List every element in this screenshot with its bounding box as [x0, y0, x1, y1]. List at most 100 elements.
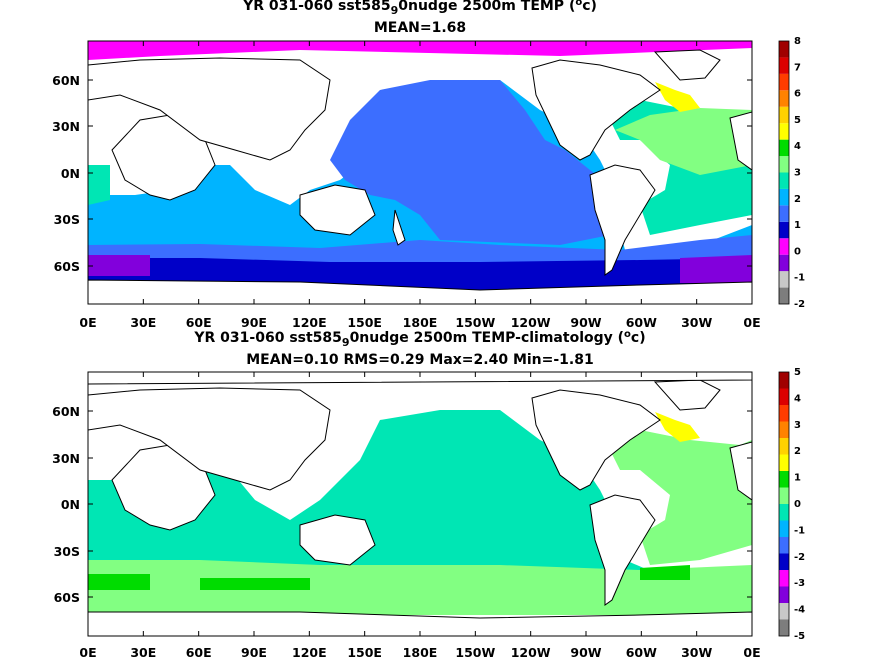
colorbar-swatch-p1	[779, 41, 789, 58]
x-tick-label-p1: 30E	[130, 315, 156, 330]
x-tick-label-p1: 150W	[455, 315, 495, 330]
panel1-map	[88, 41, 752, 304]
x-tick-label-p1: 90E	[241, 315, 267, 330]
colorbar-label-p2: -2	[794, 552, 805, 563]
x-tick-label-p2: 30E	[130, 645, 156, 660]
colorbar-swatch-p1	[779, 238, 789, 255]
colorbar-swatch-p2	[779, 471, 789, 488]
colorbar-label-p2: -3	[794, 578, 805, 589]
colorbar-label-p1: 0	[794, 246, 801, 257]
colorbar-label-p2: -1	[794, 525, 805, 536]
colorbar-swatch-p1	[779, 254, 789, 272]
colorbar-swatch-p2	[779, 405, 789, 422]
colorbar-label-p2: -5	[794, 631, 805, 642]
panel2-map	[88, 372, 752, 636]
colorbar-label-p1: 7	[794, 62, 801, 73]
colorbar-swatch-p1	[779, 271, 789, 288]
colorbar-swatch-p2	[779, 553, 789, 570]
y-tick-label-p2: 0N	[61, 497, 80, 512]
x-tick-label-p1: 180E	[403, 315, 438, 330]
x-tick-label-p1: 0E	[743, 315, 760, 330]
colorbar-swatch-p1	[779, 123, 789, 140]
colorbar-swatch-p1	[779, 90, 789, 107]
y-tick-label-p1: 30N	[52, 119, 80, 134]
colorbar-swatch-p1	[779, 205, 789, 222]
y-tick-label-p1: 30S	[54, 212, 80, 227]
x-tick-label-p1: 0E	[79, 315, 96, 330]
colorbar-swatch-p2	[779, 537, 789, 554]
x-tick-label-p2: 60W	[626, 645, 657, 660]
colorbar-swatch-p2	[779, 372, 789, 389]
y-tick-label-p2: 30N	[52, 451, 80, 466]
panel1-subtitle: MEAN=1.68	[373, 20, 467, 36]
x-tick-label-p2: 30W	[681, 645, 712, 660]
colorbar-swatch-p2	[779, 388, 789, 405]
y-tick-label-p1: 60S	[54, 259, 80, 274]
colorbar-label-p2: 5	[794, 367, 801, 378]
x-tick-label-p2: 0E	[79, 645, 96, 660]
colorbar-swatch-p2	[779, 421, 789, 438]
colorbar-swatch-p1	[779, 73, 789, 91]
x-tick-label-p1: 90W	[570, 315, 601, 330]
colorbar-swatch-p2	[779, 586, 789, 603]
colorbar-label-p1: 5	[794, 115, 801, 126]
x-tick-label-p2: 90W	[570, 645, 601, 660]
colorbar-swatch-p1	[779, 221, 789, 239]
x-tick-label-p1: 60E	[186, 315, 212, 330]
colorbar-label-p2: 4	[794, 393, 801, 404]
colorbar-label-p2: -4	[794, 605, 805, 616]
panel2-title: YR 031-060 sst58590nudge 2500m TEMP-clim…	[194, 329, 646, 349]
x-tick-label-p2: 150W	[455, 645, 495, 660]
colorbar-label-p1: 1	[794, 220, 801, 231]
colorbar-swatch-p1	[779, 57, 789, 74]
x-tick-label-p2: 150E	[347, 645, 382, 660]
colorbar-swatch-p1	[779, 172, 789, 189]
y-tick-label-p1: 0N	[61, 166, 80, 181]
x-tick-label-p2: 180E	[403, 645, 438, 660]
y-tick-label-p2: 30S	[54, 544, 80, 559]
colorbar-swatch-p1	[779, 156, 789, 173]
colorbar-label-p1: 8	[794, 36, 801, 47]
x-tick-label-p2: 120W	[511, 645, 551, 660]
colorbar-swatch-p1	[779, 139, 789, 157]
colorbar-swatch-p2	[779, 570, 789, 587]
axes-layer: 0E 30E 60E 90E 120E 150E 180E 150W 120W 90W 60W 30W…	[52, 36, 805, 660]
x-tick-label-p1: 60W	[626, 315, 657, 330]
y-tick-label-p2: 60N	[52, 404, 80, 419]
colorbar-label-p1: 3	[794, 168, 801, 179]
x-tick-label-p1: 150E	[347, 315, 382, 330]
colorbar-swatch-p2	[779, 619, 789, 636]
y-tick-label-p2: 60S	[54, 590, 80, 605]
panel2-subtitle: MEAN=0.10 RMS=0.29 Max=2.40 Min=-1.81	[246, 352, 594, 368]
colorbar-swatch-p1	[779, 287, 789, 304]
colorbar-frame-p2	[778, 371, 790, 637]
colorbar-label-p2: 0	[794, 499, 801, 510]
colorbar-swatch-p1	[779, 106, 789, 124]
x-tick-label-p1: 120E	[292, 315, 327, 330]
colorbar-label-p1: -1	[794, 273, 805, 284]
colorbar-label-p2: 3	[794, 420, 801, 431]
colorbar-swatch-p2	[779, 504, 789, 521]
colorbar-swatch-p1	[779, 188, 789, 206]
colorbar-swatch-p2	[779, 454, 789, 471]
x-tick-label-p2: 0E	[743, 645, 760, 660]
colorbar-label-p1: 4	[794, 141, 801, 152]
y-tick-label-p1: 60N	[52, 73, 80, 88]
x-tick-label-p2: 60E	[186, 645, 212, 660]
x-tick-label-p2: 90E	[241, 645, 267, 660]
colorbar-swatch-p2	[779, 487, 789, 504]
x-tick-label-p2: 120E	[292, 645, 327, 660]
colorbar-label-p2: 2	[794, 446, 801, 457]
colorbar-label-p1: 2	[794, 194, 801, 205]
colorbar-swatch-p2	[779, 520, 789, 537]
colorbar-label-p1: 6	[794, 89, 801, 100]
colorbar-frame-p1	[778, 40, 790, 305]
colorbar-label-p1: -2	[794, 299, 805, 310]
colorbar-label-p2: 1	[794, 473, 801, 484]
x-tick-label-p1: 30W	[681, 315, 712, 330]
colorbar-swatch-p2	[779, 603, 789, 620]
panel1-title: YR 031-060 sst58590nudge 2500m TEMP (oc)	[243, 0, 597, 17]
x-tick-label-p1: 120W	[511, 315, 551, 330]
colorbar-swatch-p2	[779, 438, 789, 455]
